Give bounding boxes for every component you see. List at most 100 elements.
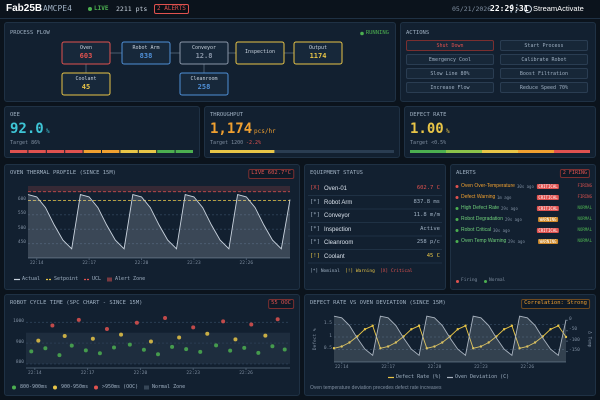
equipment-value: 602.7 C <box>416 185 440 191</box>
node-label: Output <box>308 45 328 51</box>
alert-state: NORMAL <box>577 227 592 232</box>
alert-state: NORMAL <box>577 216 592 221</box>
y-tick-label: 500 <box>17 225 26 231</box>
y-tick-label: 800 <box>15 360 24 366</box>
x-tick-label: 22:26 <box>239 261 254 266</box>
alert-state: NORMAL <box>577 205 592 210</box>
panel-title: ROBOT CYCLE TIME (SPC CHART - SINCE 15M) <box>10 300 143 306</box>
ooc-badge: 55 OOC <box>268 299 294 309</box>
oven-chart-panel <box>4 164 300 290</box>
alert-name: Robot Critical <box>461 227 492 233</box>
node-label: Robot Arm <box>132 45 160 51</box>
equipment-value: 11.8 m/m <box>413 212 441 218</box>
x-tick-label: 22:23 <box>474 365 488 370</box>
alert-name: High Defect Rate <box>461 205 500 211</box>
action-button[interactable]: Calibrate Robot <box>500 54 588 65</box>
y-tick-label: 550 <box>17 211 26 217</box>
legend-label: Normal Zone <box>152 384 186 390</box>
x-tick-label: 22:17 <box>82 261 96 266</box>
action-button[interactable]: Increase Flow <box>406 82 494 93</box>
y-tick-label: 0.5 <box>323 346 332 351</box>
severity-badge: CRITICAL <box>536 194 560 200</box>
status-code: [X] <box>310 185 320 191</box>
kpi-unit: % <box>446 128 450 135</box>
status-code: [*] <box>310 239 320 245</box>
severity-badge: CRITICAL <box>536 183 560 189</box>
alerts-panel <box>450 164 596 290</box>
y2-tick-label: 0 <box>569 316 572 322</box>
action-button[interactable]: Shut Down <box>406 40 494 51</box>
legend-label: Oven Deviation (C) <box>455 374 510 380</box>
x-tick-label: 22:26 <box>239 371 253 376</box>
legend-label: Normal <box>489 278 506 283</box>
alert-state: FIRING <box>577 183 592 188</box>
node-value: 45 <box>81 83 91 91</box>
y-tick-label: 600 <box>17 196 26 202</box>
alert-name: Oven Temp Warning <box>461 238 507 244</box>
status-code: [*] <box>310 198 320 205</box>
y-tick-label: 1 <box>329 333 332 339</box>
x-tick-label: 22:20 <box>133 371 148 376</box>
status-code: [*] <box>310 225 320 232</box>
legend-label: >950ms (OOC) <box>102 384 139 390</box>
kpi-value: 92.0 <box>10 121 44 137</box>
y-tick-label: 1000 <box>13 318 24 324</box>
kpi-title: THROUGHPUT <box>210 112 244 118</box>
alert-age: 29s ago <box>508 238 525 244</box>
y2-tick-label: -100 <box>569 337 580 343</box>
kpi-panel <box>404 106 596 158</box>
equipment-name: Cleanroom <box>324 240 354 246</box>
spc-chart-panel <box>4 294 300 396</box>
severity-badge: CRITICAL <box>536 227 560 233</box>
action-button[interactable]: Reduce Speed 70% <box>500 82 588 93</box>
equipment-value: 258 p/c <box>416 239 440 245</box>
equipment-name: Coolant <box>324 253 345 260</box>
equipment-name: Inspection <box>324 226 352 233</box>
action-button[interactable]: Slow Line 80% <box>406 68 494 79</box>
x-tick-label: 22:20 <box>427 365 442 370</box>
node-label: Conveyor <box>191 45 217 51</box>
kpi-title: DEFECT RATE <box>410 112 447 118</box>
equipment-panel <box>304 164 446 290</box>
firing-badge: 2 FIRING <box>559 169 590 178</box>
legend-label: 800-900ms <box>20 384 48 390</box>
legend-label: [X] Critical <box>380 269 413 274</box>
alerts-badge: 2 ALERTS <box>154 4 189 14</box>
node-value: 838 <box>139 52 153 60</box>
node-label: Coolant <box>75 76 97 82</box>
node-value: 603 <box>79 52 93 60</box>
action-button[interactable]: Emergency Cool <box>406 54 494 65</box>
live-status: LIVE <box>94 5 109 12</box>
x-tick-label: 22:14 <box>28 371 42 376</box>
x-tick-label: 22:26 <box>520 365 535 370</box>
action-button[interactable]: Boost Filtration <box>500 68 588 79</box>
live-badge: LIVE 602.7°C <box>248 169 294 179</box>
brand: Fab25B <box>6 3 43 14</box>
equipment-value: 837.8 ms <box>413 198 441 205</box>
alert-age: 29s ago <box>501 205 518 211</box>
kpi-value: 1.00 <box>410 121 444 137</box>
legend-label: Setpoint <box>54 276 79 282</box>
date: 05/21/2026 <box>452 5 492 13</box>
severity-badge: CRITICAL <box>536 205 560 211</box>
node-value: 1174 <box>309 52 327 60</box>
equipment-value: Active <box>420 225 440 232</box>
legend-label: UCL <box>92 276 102 282</box>
kpi-title: OEE <box>10 112 20 118</box>
caption: Oven temperature deviation precedes defe… <box>310 385 442 391</box>
action-button[interactable]: Start Process <box>500 40 588 51</box>
alert-name: Robot Degradation <box>461 216 503 222</box>
status-code: [!] <box>310 252 320 259</box>
equipment-name: Conveyor <box>324 213 350 219</box>
points-count: 2211 pts <box>116 5 148 13</box>
node-value: 12.8 <box>195 52 213 60</box>
alert-name: Oven Over-Temperature <box>461 183 515 189</box>
x-tick-label: 22:14 <box>29 261 44 266</box>
legend-label: 900-950ms <box>61 384 89 390</box>
y2-tick-label: -50 <box>569 327 578 333</box>
kpi-delta: -2.2% <box>246 140 262 146</box>
y2-axis-title: Δ Temp <box>586 331 592 348</box>
kpi-panel <box>204 106 400 158</box>
legend-label: Actual <box>22 276 41 282</box>
